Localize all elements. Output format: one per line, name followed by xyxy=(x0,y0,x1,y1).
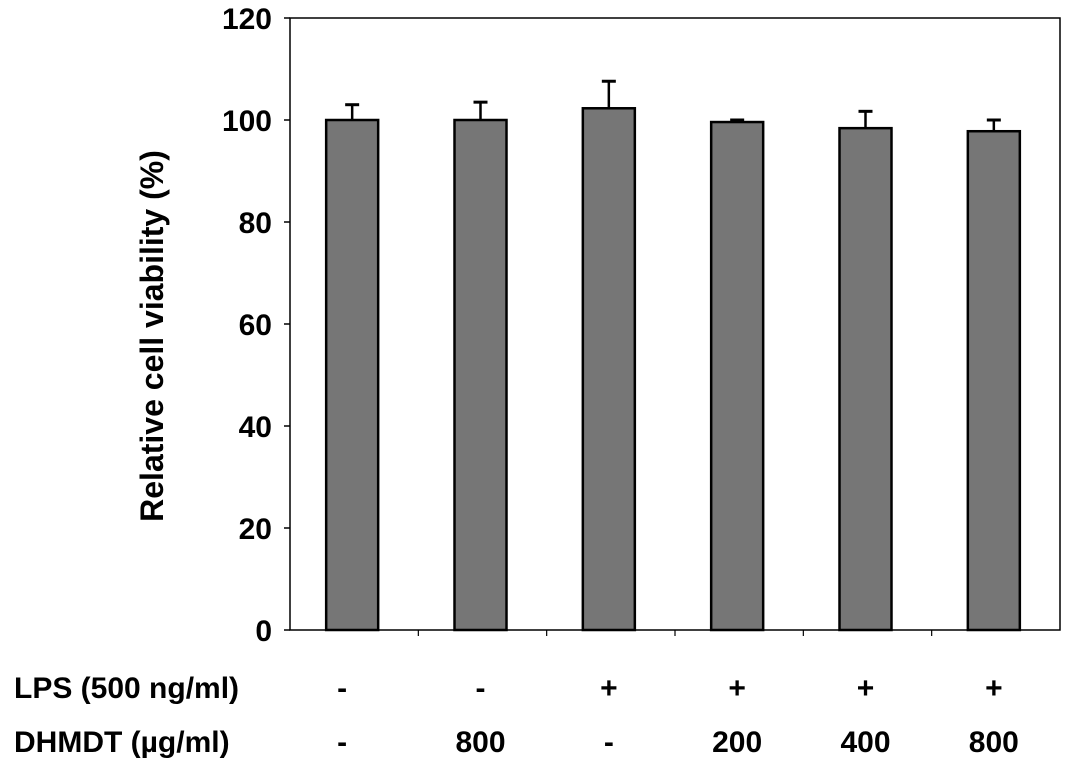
bar xyxy=(324,118,380,632)
x-category-label: - xyxy=(604,726,614,759)
y-tick-label: 100 xyxy=(222,105,272,138)
x-category-label: - xyxy=(337,726,347,759)
row-label: DHMDT (µg/ml) xyxy=(14,726,230,759)
y-tick-label: 80 xyxy=(239,207,272,240)
bar xyxy=(966,129,1022,632)
x-category-label: - xyxy=(337,672,347,705)
y-tick-label: 120 xyxy=(222,3,272,36)
bar xyxy=(709,120,765,632)
plot-frame xyxy=(289,17,1061,631)
x-category-label: 800 xyxy=(969,726,1019,759)
bar xyxy=(581,107,637,632)
y-tick-label: 20 xyxy=(239,513,272,546)
x-category-label: + xyxy=(600,672,618,705)
row-label: LPS (500 ng/ml) xyxy=(14,672,239,705)
x-category-label: 400 xyxy=(840,726,890,759)
y-tick-label: 60 xyxy=(239,309,272,342)
x-category-label: 200 xyxy=(712,726,762,759)
x-category-label: + xyxy=(728,672,746,705)
x-category-label: + xyxy=(985,672,1003,705)
bar xyxy=(453,118,508,632)
x-category-label: + xyxy=(857,672,875,705)
x-category-label: - xyxy=(476,672,486,705)
x-category-label: 800 xyxy=(455,726,505,759)
bar xyxy=(838,126,893,632)
y-axis-label: Relative cell viability (%) xyxy=(134,150,170,522)
y-tick-label: 0 xyxy=(255,615,272,648)
y-tick-label: 40 xyxy=(239,411,272,444)
